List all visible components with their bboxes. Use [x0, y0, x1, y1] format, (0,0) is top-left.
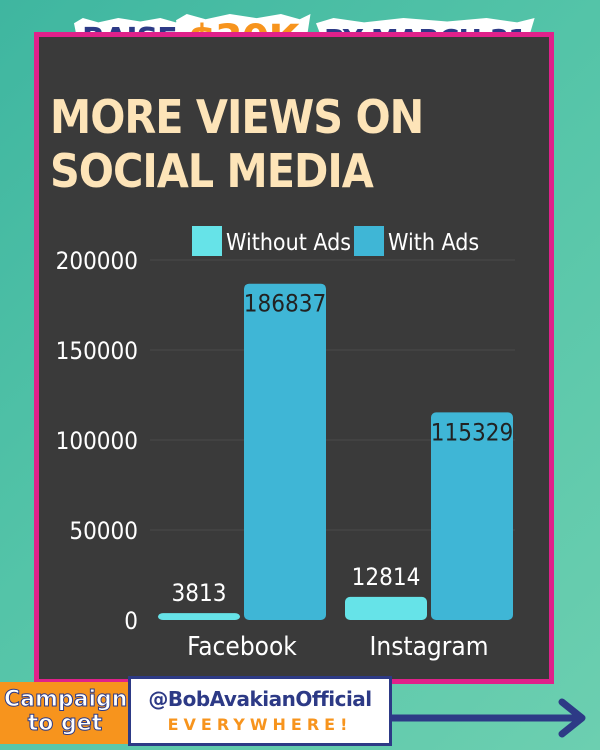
- everywhere-text: EVERYWHERE!: [167, 715, 353, 734]
- bar: [345, 596, 427, 620]
- data-label: 186837: [244, 290, 326, 318]
- data-label: 12814: [352, 563, 421, 591]
- y-tick-label: 0: [124, 607, 138, 635]
- y-tick-label: 200000: [56, 247, 138, 275]
- data-label: 115329: [431, 418, 513, 446]
- legend-label: Without Ads: [226, 230, 351, 256]
- campaign-line-2: to get: [27, 711, 103, 736]
- campaign-line-1: Campaign: [4, 687, 128, 712]
- data-label: 3813: [172, 579, 227, 607]
- handle-box: @BobAvakianOfficial EVERYWHERE!: [128, 676, 392, 746]
- right-arrow-icon: [392, 698, 586, 738]
- legend-swatch: [192, 226, 222, 256]
- campaign-label: Campaign to get: [0, 682, 130, 744]
- bar: [431, 412, 513, 620]
- y-tick-label: 50000: [69, 517, 138, 545]
- x-tick-label: Instagram: [370, 632, 489, 662]
- y-tick-label: 150000: [56, 337, 138, 365]
- y-tick-label: 100000: [56, 427, 138, 455]
- legend-swatch: [354, 226, 384, 256]
- bar-chart: 0 50000 100000 150000 200000 Without Ads With …: [56, 226, 515, 662]
- social-handle: @BobAvakianOfficial: [148, 687, 372, 711]
- x-tick-label: Facebook: [187, 632, 297, 662]
- legend-label: With Ads: [388, 230, 479, 256]
- chart-title: MORE VIEWS ON SOCIAL MEDIA: [50, 90, 424, 198]
- bar: [244, 283, 326, 620]
- bar: [158, 613, 240, 620]
